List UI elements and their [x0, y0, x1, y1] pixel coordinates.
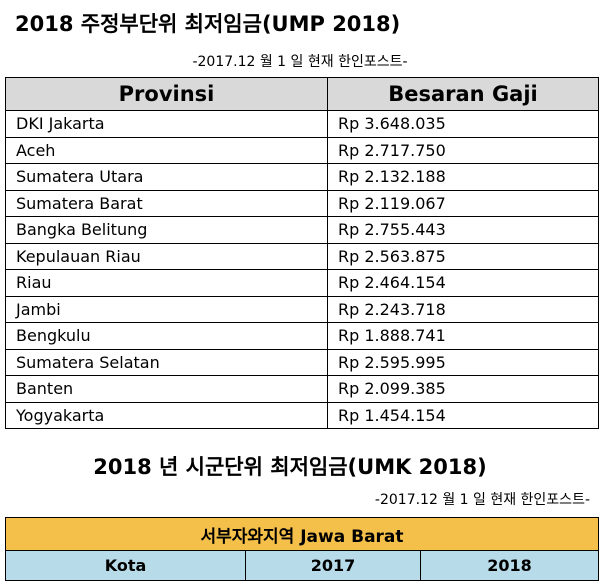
section-title: 2018 년 시군단위 최저임금(UMK 2018) [93, 455, 487, 479]
subtitle: -2017.12 월 1 일 현재 한인포스트- [192, 54, 408, 70]
province-cell: Banten [5, 375, 328, 403]
province-cell: Jambi [5, 295, 328, 323]
column-header: Besaran Gaji [327, 77, 599, 111]
umk-table: 서부자와지역 Jawa Barat Kota 2017 2018 [4, 517, 600, 581]
table-row: Kepulauan Riau Rp 2.563.875 [5, 242, 599, 270]
wage-cell: Rp 1.454.154 [327, 401, 599, 429]
wage-cell: Rp 2.595.995 [327, 348, 599, 376]
table-row: Aceh Rp 2.717.750 [5, 136, 599, 164]
section-subtitle: -2017.12 월 1 일 현재 한인포스트- [374, 492, 590, 508]
wage-cell: Rp 2.563.875 [327, 242, 599, 270]
table-row: Riau Rp 2.464.154 [5, 269, 599, 297]
province-cell: Bangka Belitung [5, 216, 328, 244]
table-row: Sumatera Selatan Rp 2.595.995 [5, 348, 599, 376]
province-cell: Sumatera Barat [5, 189, 328, 217]
region-header: 서부자와지역 Jawa Barat [4, 517, 600, 551]
column-header: 2017 [245, 550, 421, 581]
wage-cell: Rp 2.464.154 [327, 269, 599, 297]
province-cell: Sumatera Utara [5, 163, 328, 191]
table-row: Bengkulu Rp 1.888.741 [5, 322, 599, 350]
province-cell: DKI Jakarta [5, 110, 328, 138]
table-row: DKI Jakarta Rp 3.648.035 [5, 110, 599, 138]
wage-cell: Rp 3.648.035 [327, 110, 599, 138]
table-row: Jambi Rp 2.243.718 [5, 295, 599, 323]
wage-cell: Rp 1.888.741 [327, 322, 599, 350]
wage-cell: Rp 2.717.750 [327, 136, 599, 164]
table-row: Banten Rp 2.099.385 [5, 375, 599, 403]
province-cell: Kepulauan Riau [5, 242, 328, 270]
column-header: Kota [5, 550, 246, 581]
province-cell: Bengkulu [5, 322, 328, 350]
province-cell: Riau [5, 269, 328, 297]
province-cell: Sumatera Selatan [5, 348, 328, 376]
wage-cell: Rp 2.132.188 [327, 163, 599, 191]
wage-cell: Rp 2.755.443 [327, 216, 599, 244]
table-row: Sumatera Barat Rp 2.119.067 [5, 189, 599, 217]
wage-cell: Rp 2.119.067 [327, 189, 599, 217]
column-header: 2018 [419, 550, 600, 581]
column-header: Provinsi [5, 77, 328, 111]
province-cell: Yogyakarta [5, 401, 328, 429]
table-row: Yogyakarta Rp 1.454.154 [5, 401, 599, 429]
title: 2018 주정부단위 최저임금(UMP 2018) [15, 12, 401, 36]
wage-cell: Rp 2.243.718 [327, 295, 599, 323]
province-cell: Aceh [5, 136, 328, 164]
wage-cell: Rp 2.099.385 [327, 375, 599, 403]
ump-table: Provinsi Besaran Gaji DKI Jakarta Rp 3.64… [5, 77, 599, 429]
table-row: Sumatera Utara Rp 2.132.188 [5, 163, 599, 191]
table-row: Bangka Belitung Rp 2.755.443 [5, 216, 599, 244]
